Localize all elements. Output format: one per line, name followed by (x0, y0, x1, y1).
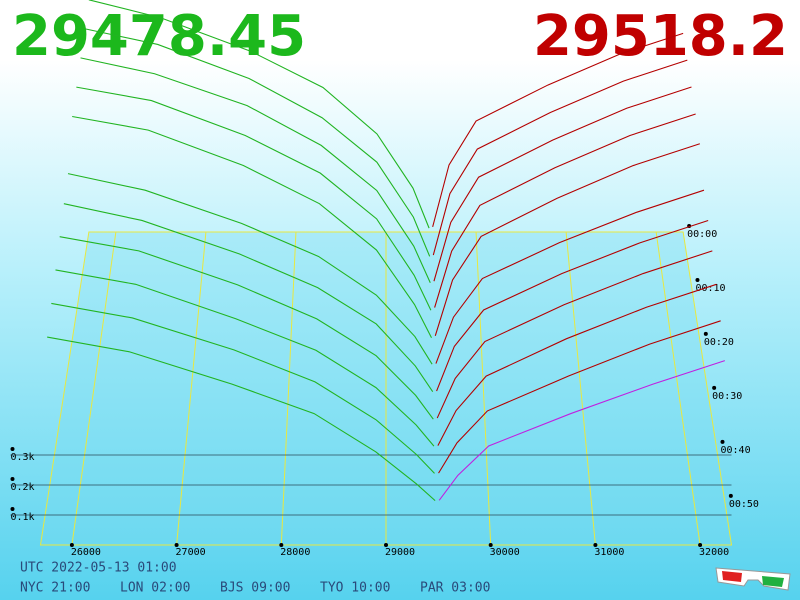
x-tick-label: 28000 (280, 547, 310, 558)
x-tick (698, 543, 703, 547)
t-tick-label: 00:20 (704, 337, 734, 348)
bid-curve (55, 269, 435, 447)
bid-curve (47, 336, 436, 502)
ask-curve (434, 143, 700, 337)
t-tick-label: 00:10 (695, 283, 725, 294)
t-tick (695, 277, 700, 282)
grid-line (176, 231, 207, 546)
x-tick (593, 543, 598, 547)
x-tick (174, 543, 179, 547)
x-tick-label: 29000 (385, 547, 415, 558)
z-tick (10, 447, 15, 451)
utc-time: UTC 2022-05-13 01:00 (20, 561, 177, 576)
ask-curve (434, 113, 696, 308)
z-tick-label: 0.1k (10, 512, 34, 523)
x-tick-label: 31000 (594, 547, 624, 558)
ask-curve (432, 32, 684, 227)
lon-time: LON 02:00 (120, 581, 190, 596)
tyo-time: TYO 10:00 (320, 581, 390, 596)
grid-line (280, 231, 297, 546)
z-tick (10, 507, 15, 511)
bid-price: 29478.45 (12, 4, 306, 69)
t-tick (712, 385, 717, 390)
x-tick (279, 543, 284, 547)
t-tick (703, 331, 708, 336)
bid-curve (67, 173, 433, 365)
ask-curve (435, 189, 705, 364)
nyc-time: NYC 21:00 (20, 581, 90, 596)
ask-curve (433, 86, 692, 282)
t-tick (720, 439, 725, 444)
ask-curve (437, 283, 717, 446)
x-tick-label: 26000 (71, 547, 101, 558)
par-time: PAR 03:00 (420, 581, 490, 596)
t-tick-label: 00:50 (729, 499, 759, 510)
bid-curve (72, 115, 432, 339)
grid-line (565, 231, 596, 546)
x-tick-label: 32000 (699, 547, 729, 558)
ask-curve (436, 250, 713, 419)
z-tick (10, 477, 15, 481)
bid-curve (80, 57, 431, 284)
x-tick (384, 543, 388, 547)
ask-price: 29518.2 (533, 4, 788, 69)
x-tick (69, 543, 74, 547)
x-tick (488, 543, 493, 547)
ask-curve (438, 320, 721, 474)
bid-curve (76, 86, 432, 311)
t-tick (728, 493, 733, 498)
ask-curve (432, 59, 688, 256)
plot: 26000 27000 28000 29000 30000 31000 32000 0.1k 0… (10, 0, 759, 558)
z-tick-label: 0.2k (10, 482, 34, 493)
z-tick-label: 0.3k (10, 452, 34, 463)
t-tick-label: 00:30 (712, 391, 742, 402)
bid-curve (59, 236, 434, 420)
bjs-time: BJS 09:00 (220, 581, 290, 596)
t-tick-label: 00:40 (720, 445, 750, 456)
t-tick-label: 00:00 (687, 229, 717, 240)
x-tick-label: 30000 (490, 547, 520, 558)
grid-line (71, 231, 117, 546)
3d-glasses-icon[interactable] (715, 567, 791, 591)
bid-curve (51, 302, 435, 474)
bid-curve (88, 0, 430, 229)
ask-curve (438, 360, 726, 501)
bid-curve (63, 203, 434, 392)
bid-curve (84, 28, 431, 257)
ask-curve (436, 219, 709, 392)
grid-line (655, 231, 701, 546)
x-tick-label: 27000 (176, 547, 206, 558)
